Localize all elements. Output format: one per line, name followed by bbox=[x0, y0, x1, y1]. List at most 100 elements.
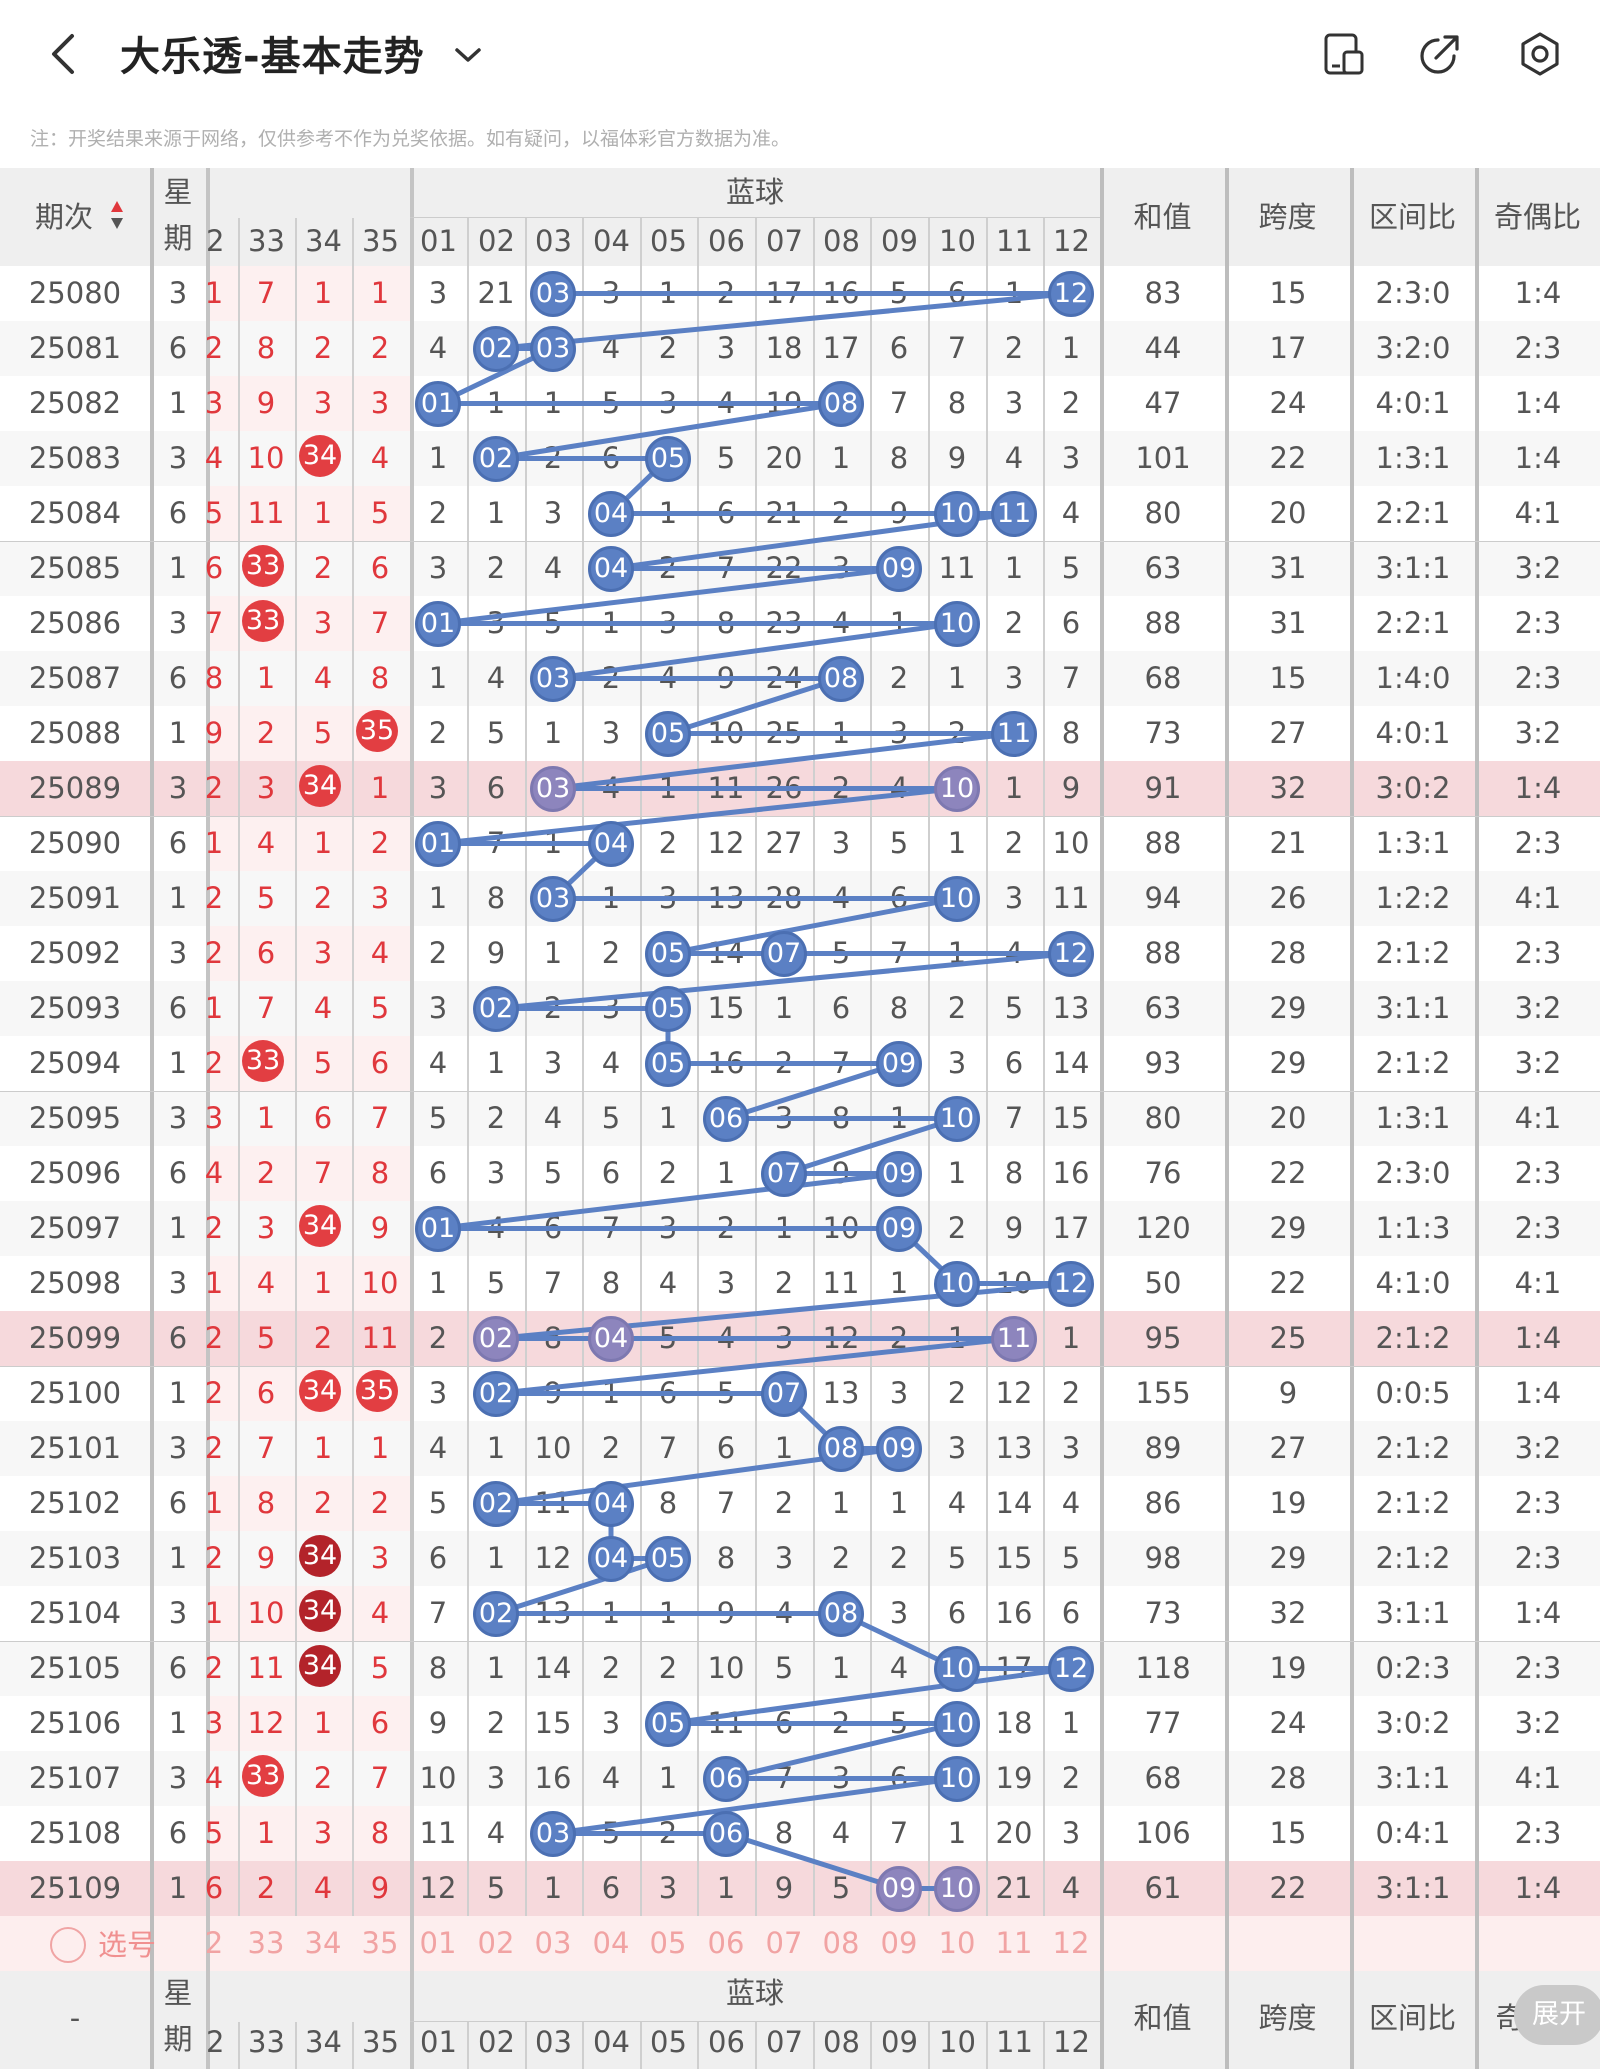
blue-ball[interactable]: 01 bbox=[415, 600, 461, 647]
blue-ball[interactable]: 10 bbox=[934, 1865, 980, 1912]
red-ball[interactable]: 34 bbox=[299, 1644, 341, 1687]
blue-ball[interactable]: 07 bbox=[761, 930, 807, 977]
chevron-down-icon[interactable] bbox=[440, 26, 496, 82]
page-title[interactable]: 大乐透-基本走势 bbox=[120, 34, 425, 80]
select-label[interactable]: 选号 bbox=[98, 1928, 157, 1962]
blue-ball[interactable]: 05 bbox=[645, 930, 691, 977]
red-ball[interactable]: 34 bbox=[299, 1589, 341, 1632]
weekday: 3 bbox=[168, 771, 188, 805]
blue-ball[interactable]: 04 bbox=[588, 545, 634, 592]
blue-miss-count: 13 bbox=[707, 881, 745, 915]
red-ball[interactable]: 34 bbox=[299, 434, 341, 477]
blue-ball[interactable]: 08 bbox=[818, 655, 864, 702]
blue-ball[interactable]: 04 bbox=[588, 1535, 634, 1582]
expand-button[interactable]: 展开 bbox=[1514, 1985, 1600, 2045]
red-ball[interactable]: 34 bbox=[299, 1204, 341, 1247]
red-ball[interactable]: 33 bbox=[242, 1754, 284, 1797]
blue-ball[interactable]: 11 bbox=[991, 710, 1037, 757]
blue-ball[interactable]: 09 bbox=[876, 1425, 922, 1472]
blue-ball[interactable]: 10 bbox=[934, 490, 980, 537]
blue-ball[interactable]: 02 bbox=[473, 1315, 519, 1362]
header-sum[interactable]: 和值 bbox=[1133, 200, 1192, 234]
red-ball[interactable]: 34 bbox=[299, 764, 341, 807]
blue-ball[interactable]: 04 bbox=[588, 490, 634, 537]
header-span[interactable]: 跨度 bbox=[1258, 2001, 1317, 2035]
zone-ratio: 2:1:2 bbox=[1375, 1486, 1451, 1520]
blue-ball[interactable]: 04 bbox=[588, 1315, 634, 1362]
blue-ball[interactable]: 12 bbox=[1048, 1260, 1094, 1307]
blue-ball[interactable]: 12 bbox=[1048, 270, 1094, 317]
blue-ball[interactable]: 02 bbox=[473, 1480, 519, 1527]
sort-icon[interactable] bbox=[110, 199, 124, 231]
blue-ball[interactable]: 07 bbox=[761, 1150, 807, 1197]
blue-ball[interactable]: 02 bbox=[473, 1590, 519, 1637]
blue-miss-count: 16 bbox=[995, 1596, 1033, 1630]
red-ball[interactable]: 34 bbox=[299, 1369, 341, 1412]
blue-ball[interactable]: 05 bbox=[645, 1040, 691, 1087]
red-ball[interactable]: 34 bbox=[299, 1534, 341, 1577]
header-zone[interactable]: 区间比 bbox=[1368, 2001, 1456, 2035]
blue-ball[interactable]: 10 bbox=[934, 600, 980, 647]
blue-ball[interactable]: 11 bbox=[991, 1315, 1037, 1362]
blue-ball[interactable]: 05 bbox=[645, 1700, 691, 1747]
blue-ball[interactable]: 09 bbox=[876, 1865, 922, 1912]
back-icon[interactable] bbox=[36, 26, 92, 82]
red-ball[interactable]: 33 bbox=[242, 544, 284, 587]
blue-ball[interactable]: 09 bbox=[876, 1040, 922, 1087]
red-ball[interactable]: 35 bbox=[356, 1369, 398, 1412]
blue-miss-count: 6 bbox=[1061, 1596, 1081, 1630]
blue-ball[interactable]: 06 bbox=[703, 1755, 749, 1802]
blue-ball[interactable]: 08 bbox=[818, 1425, 864, 1472]
red-ball[interactable]: 35 bbox=[356, 709, 398, 752]
blue-ball[interactable]: 01 bbox=[415, 380, 461, 427]
blue-ball[interactable]: 09 bbox=[876, 1150, 922, 1197]
red-ball[interactable]: 33 bbox=[242, 599, 284, 642]
blue-ball[interactable]: 12 bbox=[1048, 930, 1094, 977]
blue-ball[interactable]: 05 bbox=[645, 985, 691, 1032]
blue-ball[interactable]: 03 bbox=[530, 325, 576, 372]
blue-ball[interactable]: 07 bbox=[761, 1370, 807, 1417]
blue-ball[interactable]: 06 bbox=[703, 1095, 749, 1142]
header-sum[interactable]: 和值 bbox=[1133, 2001, 1192, 2035]
blue-ball[interactable]: 08 bbox=[818, 1590, 864, 1637]
blue-ball[interactable]: 03 bbox=[530, 875, 576, 922]
blue-ball[interactable]: 05 bbox=[645, 435, 691, 482]
header-span[interactable]: 跨度 bbox=[1258, 200, 1317, 234]
blue-ball[interactable]: 03 bbox=[530, 765, 576, 812]
blue-ball[interactable]: 12 bbox=[1048, 1645, 1094, 1692]
blue-ball[interactable]: 11 bbox=[991, 490, 1037, 537]
blue-ball[interactable]: 01 bbox=[415, 820, 461, 867]
header-oe[interactable]: 奇偶比 bbox=[1493, 200, 1581, 234]
blue-ball[interactable]: 10 bbox=[934, 1700, 980, 1747]
blue-ball[interactable]: 10 bbox=[934, 1095, 980, 1142]
blue-ball[interactable]: 02 bbox=[473, 325, 519, 372]
header-issue[interactable]: 期次 bbox=[35, 200, 94, 234]
blue-ball[interactable]: 10 bbox=[934, 1755, 980, 1802]
blue-ball[interactable]: 02 bbox=[473, 985, 519, 1032]
tablet-icon[interactable] bbox=[1316, 26, 1372, 82]
blue-ball[interactable]: 10 bbox=[934, 1645, 980, 1692]
share-icon[interactable] bbox=[1412, 26, 1468, 82]
header-zone[interactable]: 区间比 bbox=[1368, 200, 1456, 234]
blue-ball[interactable]: 02 bbox=[473, 1370, 519, 1417]
blue-ball[interactable]: 06 bbox=[703, 1810, 749, 1857]
blue-ball[interactable]: 05 bbox=[645, 1535, 691, 1582]
blue-ball[interactable]: 03 bbox=[530, 1810, 576, 1857]
blue-ball[interactable]: 04 bbox=[588, 1480, 634, 1527]
select-radio[interactable] bbox=[50, 1927, 86, 1963]
red-ball[interactable]: 33 bbox=[242, 1039, 284, 1082]
blue-ball[interactable]: 10 bbox=[934, 875, 980, 922]
blue-ball[interactable]: 04 bbox=[588, 820, 634, 867]
blue-ball[interactable]: 08 bbox=[818, 380, 864, 427]
blue-ball[interactable]: 09 bbox=[876, 1205, 922, 1252]
settings-icon[interactable] bbox=[1512, 26, 1568, 82]
blue-ball[interactable]: 10 bbox=[934, 765, 980, 812]
blue-ball[interactable]: 03 bbox=[530, 270, 576, 317]
blue-ball[interactable]: 03 bbox=[530, 655, 576, 702]
blue-ball[interactable]: 02 bbox=[473, 435, 519, 482]
blue-ball[interactable]: 10 bbox=[934, 1260, 980, 1307]
blue-ball[interactable]: 01 bbox=[415, 1205, 461, 1252]
header-issue[interactable]: - bbox=[69, 2001, 81, 2035]
blue-ball[interactable]: 05 bbox=[645, 710, 691, 757]
blue-ball[interactable]: 09 bbox=[876, 545, 922, 592]
